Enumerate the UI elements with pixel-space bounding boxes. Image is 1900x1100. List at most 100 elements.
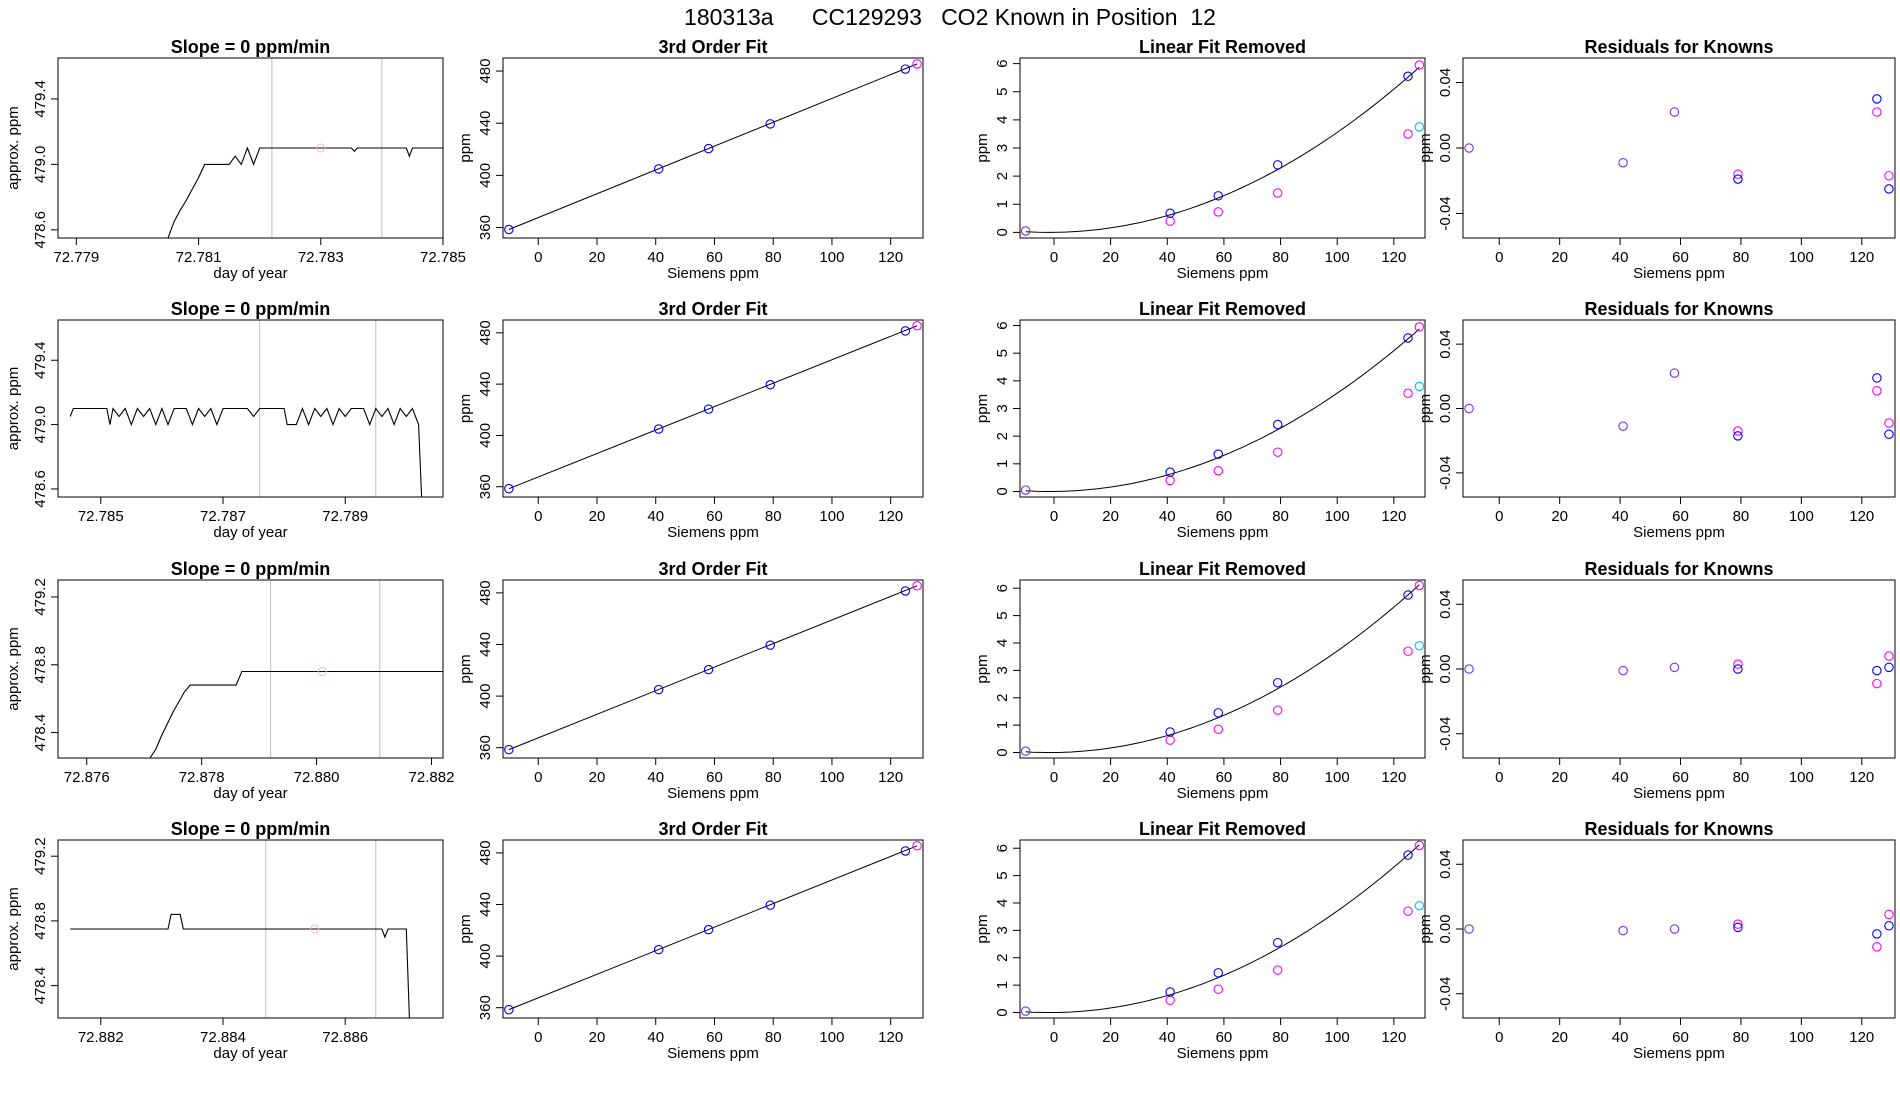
x-tick-label: 100 xyxy=(819,508,844,525)
y-tick-label: 3 xyxy=(994,404,1011,412)
panel-title: Slope = 0 ppm/min xyxy=(171,819,331,839)
data-point xyxy=(1403,71,1413,82)
x-tick-label: 100 xyxy=(1789,1029,1814,1046)
data-point xyxy=(1884,171,1894,181)
x-tick-label: 80 xyxy=(1272,249,1289,266)
data-point xyxy=(900,586,911,596)
plot-area xyxy=(69,406,423,497)
data-point xyxy=(310,924,320,934)
y-tick-label: 440 xyxy=(477,372,494,397)
x-tick-label: 60 xyxy=(1216,249,1233,266)
y-tick-label: 479.4 xyxy=(32,80,49,118)
data-point xyxy=(1872,665,1882,676)
x-axis: 72.876 72.878 72.880 72.882 day of year xyxy=(64,757,454,802)
x-tick-label: 72.787 xyxy=(200,508,246,525)
y-axis: 360 400 440 480 ppm xyxy=(457,580,504,760)
x-tick-label: 20 xyxy=(1102,249,1119,266)
x-tick-label: 80 xyxy=(765,508,782,525)
data-point xyxy=(900,326,911,336)
plot-area xyxy=(504,321,922,494)
data-point xyxy=(1272,677,1283,688)
panel-title: Residuals for Knowns xyxy=(1584,299,1773,319)
data-point xyxy=(1020,226,1031,236)
fit-line xyxy=(508,63,918,230)
y-tick-label: 480 xyxy=(477,840,494,865)
fit-curve xyxy=(1025,584,1420,753)
data-point xyxy=(1272,705,1283,715)
x-axis-label: day of year xyxy=(213,265,287,282)
x-tick-label: 72.882 xyxy=(78,1029,124,1046)
y-axis-label: ppm xyxy=(457,394,474,423)
data-point xyxy=(316,143,326,153)
series-trace xyxy=(70,913,410,1018)
x-axis-label: day of year xyxy=(213,785,287,802)
plot-area xyxy=(504,581,922,755)
y-tick-label: 478.6 xyxy=(32,470,49,508)
data-point xyxy=(1272,447,1283,457)
data-point xyxy=(1213,465,1224,476)
x-tick-label: 72.785 xyxy=(78,508,124,525)
y-tick-label: 0.00 xyxy=(1437,394,1454,423)
x-tick-label: 40 xyxy=(647,249,664,266)
data-point xyxy=(1618,665,1628,676)
x-tick-label: 20 xyxy=(589,769,606,786)
data-point xyxy=(1272,937,1283,948)
x-axis-label: Siemens ppm xyxy=(1177,265,1269,282)
y-tick-label: 5 xyxy=(994,88,1011,96)
plot-area xyxy=(1020,580,1425,756)
y-tick-label: 0 xyxy=(994,748,1011,756)
y-axis: 0 1 2 3 4 5 6 ppm xyxy=(974,844,1021,1017)
data-point xyxy=(900,846,911,856)
x-tick-label: 60 xyxy=(706,1029,723,1046)
x-tick-label: 120 xyxy=(878,508,903,525)
y-tick-label: 440 xyxy=(477,632,494,657)
data-point xyxy=(912,581,922,591)
data-point xyxy=(703,924,714,935)
y-axis: 478.4 478.8 479.2 approx. ppm xyxy=(5,578,59,751)
data-point xyxy=(1165,727,1175,737)
x-tick-label: 60 xyxy=(1216,1029,1233,1046)
data-point xyxy=(1884,662,1894,673)
y-tick-label: 480 xyxy=(477,59,494,84)
data-point xyxy=(504,744,514,755)
data-point xyxy=(1020,746,1031,756)
data-point xyxy=(1403,850,1413,860)
x-tick-label: 80 xyxy=(765,249,782,266)
x-tick-label: 60 xyxy=(706,249,723,266)
data-point xyxy=(1403,333,1413,343)
plot-frame xyxy=(1462,319,1896,498)
fit-curve xyxy=(1025,328,1420,492)
x-tick-label: 120 xyxy=(878,769,903,786)
x-axis-label: Siemens ppm xyxy=(667,1045,759,1062)
panel-r0-c1: 3rd Order Fit 0 20 40 60 80 100 120 Siemens ppm 3… xyxy=(457,37,924,282)
y-tick-label: 2 xyxy=(994,954,1011,962)
panel-title: Slope = 0 ppm/min xyxy=(171,559,331,579)
x-axis: 0 20 40 60 80 100 120 Siemens ppm xyxy=(1050,1017,1406,1062)
data-point xyxy=(1733,174,1743,184)
data-point xyxy=(1618,157,1628,168)
data-point xyxy=(765,900,776,910)
plot-frame xyxy=(1462,57,1896,239)
y-tick-label: 0 xyxy=(994,1008,1011,1016)
x-tick-label: 72.880 xyxy=(294,769,340,786)
x-tick-label: 72.876 xyxy=(64,769,110,786)
data-point xyxy=(1872,107,1882,117)
data-point xyxy=(1020,485,1031,495)
y-axis-label: ppm xyxy=(974,654,991,683)
x-tick-label: 72.884 xyxy=(200,1029,246,1046)
x-tick-label: 20 xyxy=(589,508,606,525)
x-tick-label: 40 xyxy=(1612,508,1629,525)
panel-title: Residuals for Knowns xyxy=(1584,559,1773,579)
data-point xyxy=(317,667,327,677)
x-tick-label: 120 xyxy=(1381,1029,1406,1046)
x-tick-label: 0 xyxy=(534,1029,542,1046)
data-point xyxy=(1618,421,1628,431)
x-tick-label: 120 xyxy=(878,1029,903,1046)
x-tick-label: 40 xyxy=(1612,769,1629,786)
x-tick-label: 72.781 xyxy=(176,249,222,266)
x-tick-label: 0 xyxy=(534,508,542,525)
data-point xyxy=(1414,322,1425,332)
y-tick-label: 480 xyxy=(477,580,494,605)
